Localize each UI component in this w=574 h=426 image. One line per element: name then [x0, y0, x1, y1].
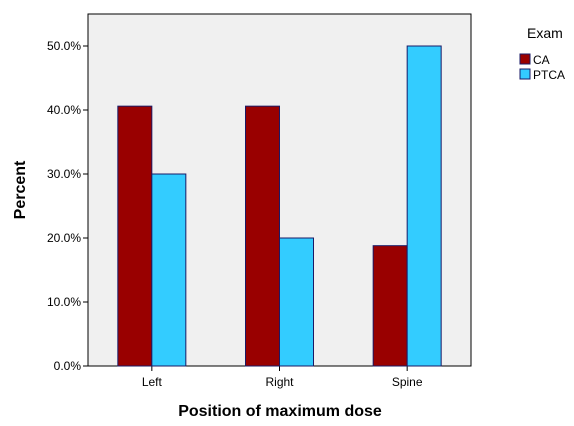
bar-ca-right [245, 105, 280, 367]
x-tick-label: Left [142, 375, 163, 389]
bar-ptca-spine [406, 45, 442, 367]
y-tick-label: 0.0% [54, 359, 82, 373]
x-axis: Left Right Spine [142, 366, 423, 389]
legend-label-ca: CA [533, 53, 550, 67]
legend-label-ptca: PTCA [533, 68, 565, 82]
y-tick-label: 30.0% [47, 167, 81, 181]
legend-swatch-ptca [519, 68, 531, 80]
y-axis: 0.0% 10.0% 20.0% 30.0% 40.0% 50.0% [47, 39, 88, 373]
x-tick-label: Spine [392, 375, 423, 389]
x-axis-title: Position of maximum dose [178, 403, 382, 420]
bar-ca-left [117, 105, 153, 367]
y-tick-label: 10.0% [47, 295, 81, 309]
bar-ptca-left [151, 173, 187, 367]
y-axis-title: Percent [12, 160, 29, 219]
legend-swatch-ca [519, 53, 531, 65]
bars [117, 45, 442, 367]
y-tick-label: 20.0% [47, 231, 81, 245]
legend-title: Exam [527, 25, 563, 41]
bar-ptca-right [279, 237, 314, 367]
y-tick-label: 50.0% [47, 39, 81, 53]
x-tick-label: Right [265, 375, 294, 389]
y-tick-label: 40.0% [47, 103, 81, 117]
bar-ca-spine [372, 245, 408, 367]
